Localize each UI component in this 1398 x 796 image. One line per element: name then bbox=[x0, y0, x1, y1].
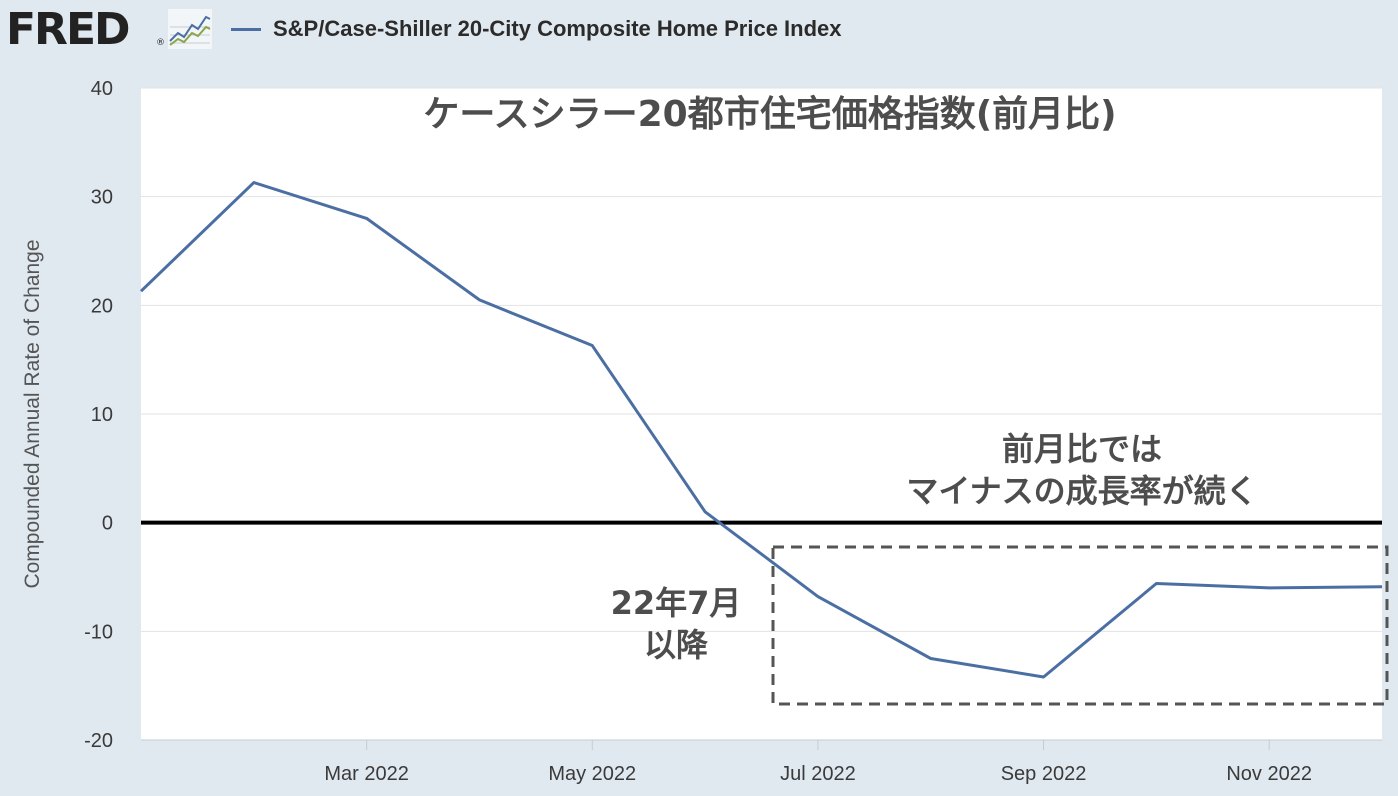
legend-series-label[interactable]: S&P/Case-Shiller 20-City Composite Home … bbox=[273, 16, 842, 41]
y-tick-label: 0 bbox=[102, 513, 113, 535]
x-axis-ticks: Mar 2022 May 2022 Jul 2022 Sep 2022 Nov 2022 bbox=[141, 739, 1382, 785]
fred-registered-mark: ® bbox=[156, 38, 165, 48]
y-tick-label: 10 bbox=[91, 404, 113, 426]
x-tick-label: Sep 2022 bbox=[1001, 763, 1087, 785]
y-tick-label: 30 bbox=[91, 187, 113, 209]
y-axis-ticks: 40 30 20 10 0 -10 -20 bbox=[84, 78, 113, 752]
x-tick-label: Nov 2022 bbox=[1226, 763, 1312, 785]
annotation-period-line2: 以降 bbox=[644, 626, 709, 664]
line-chart-icon bbox=[168, 9, 212, 49]
annotation-title: ケースシラー20都市住宅価格指数(前月比) bbox=[423, 93, 1116, 135]
chart-header: FRED ® S&P/Case-Shiller 20-City Composit… bbox=[0, 0, 1398, 60]
fred-logo[interactable]: FRED bbox=[6, 4, 131, 55]
y-tick-label: 20 bbox=[91, 295, 113, 317]
legend-swatch bbox=[231, 28, 261, 31]
x-tick-label: Mar 2022 bbox=[324, 763, 409, 785]
y-tick-label: -10 bbox=[84, 621, 113, 643]
y-tick-label: 40 bbox=[91, 78, 113, 100]
highlight-box bbox=[771, 545, 1389, 706]
annotation-period-line1: 22年7月 bbox=[611, 584, 742, 622]
annotation-note-line1: 前月比では bbox=[1002, 430, 1162, 468]
y-tick-label: -20 bbox=[84, 730, 113, 752]
annotation-note-line2: マイナスの成長率が続く bbox=[906, 472, 1257, 510]
x-tick-label: Jul 2022 bbox=[780, 763, 856, 785]
data-points bbox=[140, 182, 1383, 677]
x-tick-label: May 2022 bbox=[548, 763, 636, 785]
series-line[interactable] bbox=[139, 181, 1383, 679]
